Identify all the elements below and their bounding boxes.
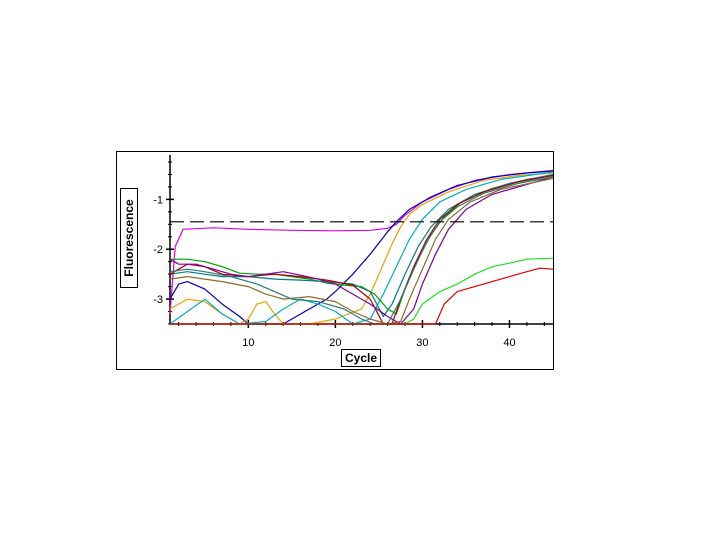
- y-axis-label-text: Fluorescence: [122, 199, 136, 277]
- x-tick-label: 40: [503, 337, 515, 349]
- y-tick-label: -1: [153, 194, 163, 206]
- x-tick-label: 20: [329, 337, 341, 349]
- series-line: [169, 170, 553, 325]
- y-tick-label: -3: [153, 294, 163, 306]
- axes: -1 -2 -3 10 20 30 40: [153, 155, 553, 349]
- y-axis-label: Fluorescence: [120, 188, 138, 288]
- x-axis-label: Cycle: [341, 349, 382, 367]
- x-tick-label: 10: [242, 337, 254, 349]
- series-line: [170, 174, 553, 315]
- plot-area: -1 -2 -3 10 20 30 40: [153, 155, 553, 349]
- series-line: [169, 171, 553, 325]
- series-group: [169, 169, 553, 325]
- y-tick-label: -2: [153, 244, 163, 256]
- chart-frame: -1 -2 -3 10 20 30 40: [116, 151, 554, 370]
- series-line: [169, 177, 553, 325]
- series-line: [169, 173, 553, 318]
- series-line: [170, 267, 553, 325]
- x-tick-label: 30: [416, 337, 428, 349]
- series-line: [169, 176, 553, 325]
- series-line: [169, 176, 553, 325]
- series-line: [169, 174, 553, 325]
- series-line: [169, 172, 553, 325]
